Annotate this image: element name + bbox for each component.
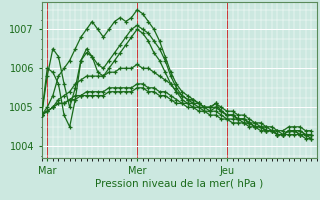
X-axis label: Pression niveau de la mer( hPa ): Pression niveau de la mer( hPa ) — [95, 178, 263, 188]
